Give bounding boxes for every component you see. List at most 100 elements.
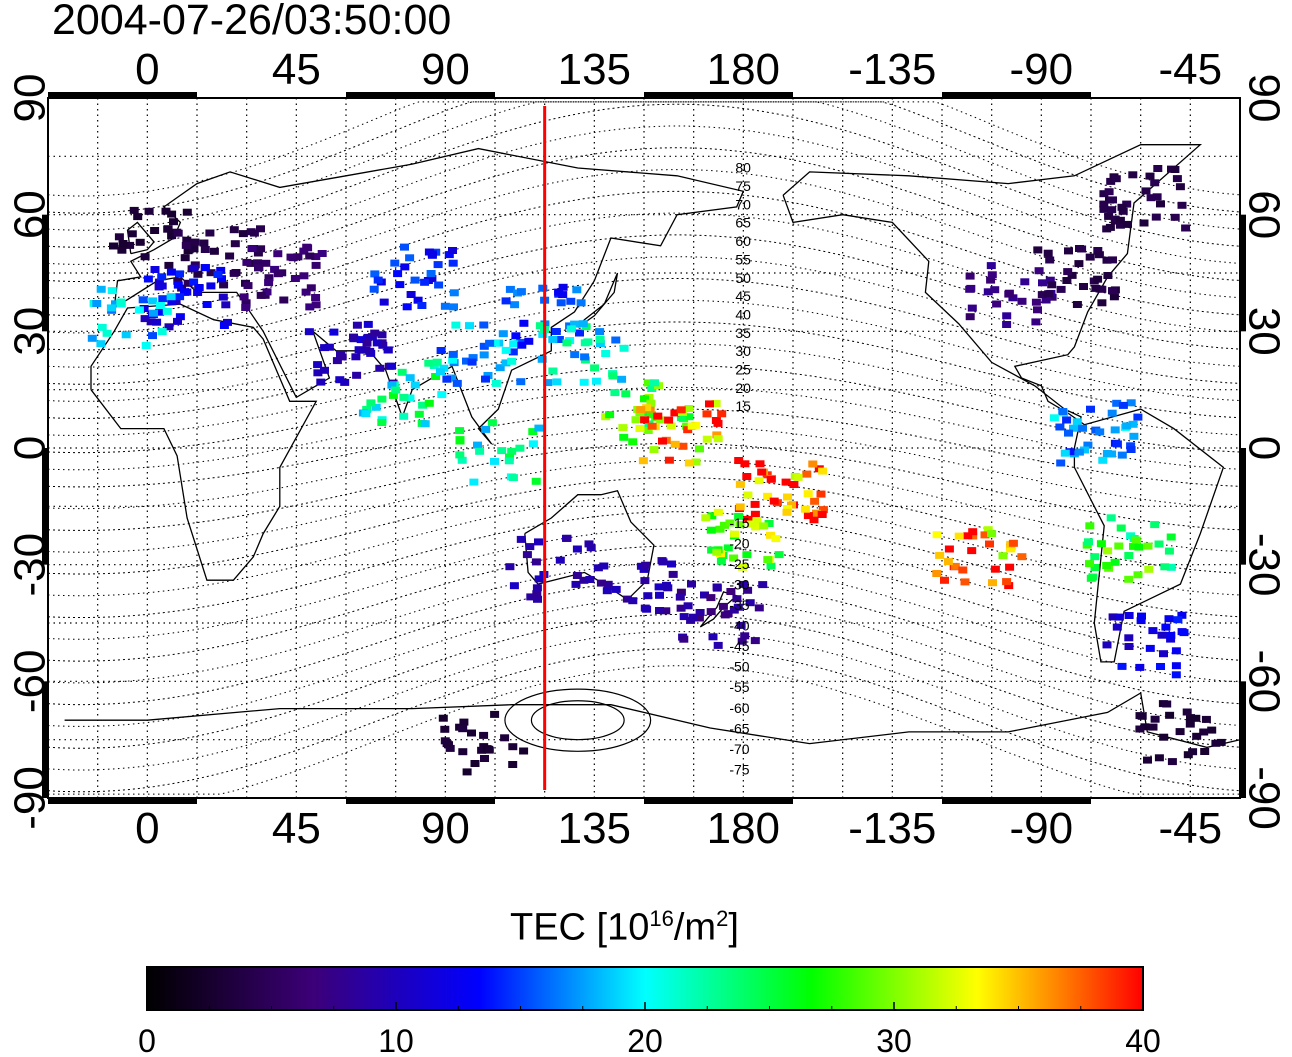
tec-cell xyxy=(1145,644,1155,652)
tec-cell xyxy=(1159,650,1168,658)
tec-cell xyxy=(1098,456,1108,464)
tec-cell xyxy=(641,561,651,569)
frame-bar-segment xyxy=(1240,214,1246,332)
x-tick-label-bottom: 90 xyxy=(421,804,470,853)
tec-cell xyxy=(516,378,526,386)
tec-cell xyxy=(640,395,649,403)
tec-cell xyxy=(458,748,468,756)
tec-cell xyxy=(433,261,443,269)
dip-contour xyxy=(48,545,1240,662)
tec-cell xyxy=(1216,738,1226,746)
tec-cell xyxy=(1006,545,1016,553)
tec-cell xyxy=(570,351,580,359)
tec-cell xyxy=(683,602,693,610)
tec-cell xyxy=(572,545,582,553)
tec-cell xyxy=(1072,301,1082,308)
tec-cell xyxy=(585,576,595,583)
tec-cell xyxy=(444,251,454,259)
tec-cell xyxy=(610,389,620,397)
tec-cell xyxy=(572,572,582,579)
tec-cell xyxy=(735,480,745,488)
dip-label: 80 xyxy=(735,160,751,176)
tec-cell xyxy=(243,282,253,290)
tec-cell xyxy=(324,343,334,351)
tec-cell xyxy=(490,339,500,347)
tec-cell xyxy=(157,273,167,281)
tec-cell xyxy=(189,245,199,253)
tec-cell xyxy=(983,288,993,296)
tec-cell xyxy=(769,497,779,505)
tec-cell xyxy=(1005,563,1015,571)
tec-cell xyxy=(734,457,744,464)
tec-cell xyxy=(449,303,458,311)
tec-cell xyxy=(735,503,745,511)
tec-cell xyxy=(437,391,447,399)
tec-cell xyxy=(140,315,150,323)
tec-cell xyxy=(173,281,183,289)
tec-cell xyxy=(532,584,542,592)
tec-cell xyxy=(254,264,264,272)
tec-cell xyxy=(1099,205,1109,213)
tec-cell xyxy=(109,242,118,250)
tec-cell xyxy=(311,294,321,301)
tec-cell xyxy=(473,441,482,449)
tec-cell xyxy=(1033,246,1043,254)
tec-cell xyxy=(601,350,611,357)
tec-cell xyxy=(164,261,174,269)
dip-contour xyxy=(48,477,1240,575)
tec-cell xyxy=(552,378,562,386)
tec-cell xyxy=(436,368,445,376)
tec-cell xyxy=(410,276,420,284)
tec-cell xyxy=(311,261,321,269)
tec-cell xyxy=(173,277,183,285)
tec-cell xyxy=(393,270,403,278)
tec-cell xyxy=(299,272,309,280)
tec-cell xyxy=(729,606,739,614)
tec-cell xyxy=(706,608,716,616)
tec-cell xyxy=(1145,172,1155,180)
tec-cell xyxy=(467,358,477,366)
tec-cell xyxy=(528,428,538,436)
tec-cell xyxy=(452,379,462,387)
tec-cell xyxy=(968,532,978,540)
tec-cell xyxy=(707,546,717,554)
tec-cell xyxy=(508,761,518,768)
tec-cell xyxy=(436,347,446,354)
tec-cell xyxy=(167,298,177,306)
tec-cell xyxy=(1171,662,1181,670)
tec-cell xyxy=(554,336,564,343)
tec-cell xyxy=(129,206,139,214)
tec-cell xyxy=(1171,671,1181,679)
tec-cell xyxy=(963,532,973,540)
tec-cell xyxy=(1056,285,1066,293)
tec-cell xyxy=(678,442,688,450)
tec-cell xyxy=(369,285,379,293)
tec-cell xyxy=(193,289,203,296)
colorbar-title: TEC [1016/m2] xyxy=(510,906,739,949)
tec-cell xyxy=(1083,441,1093,449)
tec-cell xyxy=(92,300,102,307)
tec-cell xyxy=(459,718,469,726)
tec-cell xyxy=(200,246,210,253)
dip-contour xyxy=(48,442,1240,531)
tec-cell xyxy=(817,511,827,518)
tec-cell xyxy=(591,377,601,385)
tec-cell xyxy=(538,330,548,338)
tec-cell xyxy=(702,410,712,418)
tec-cell xyxy=(1069,424,1078,432)
tec-cell xyxy=(1008,539,1018,547)
tec-cell xyxy=(183,279,193,287)
tec-cell xyxy=(1104,212,1114,220)
tec-cell xyxy=(219,281,229,289)
tec-cell xyxy=(1122,200,1132,208)
tec-cell xyxy=(434,281,444,289)
tec-cell xyxy=(562,534,572,542)
y-tick-label-right: -60 xyxy=(1240,650,1289,714)
tec-cell xyxy=(304,328,314,336)
dip-label: 25 xyxy=(735,362,751,378)
tec-cell xyxy=(967,547,977,555)
tec-cell xyxy=(1153,165,1163,172)
tec-cell xyxy=(1096,540,1106,548)
tec-cell xyxy=(742,473,752,480)
tec-cell xyxy=(1117,662,1127,670)
